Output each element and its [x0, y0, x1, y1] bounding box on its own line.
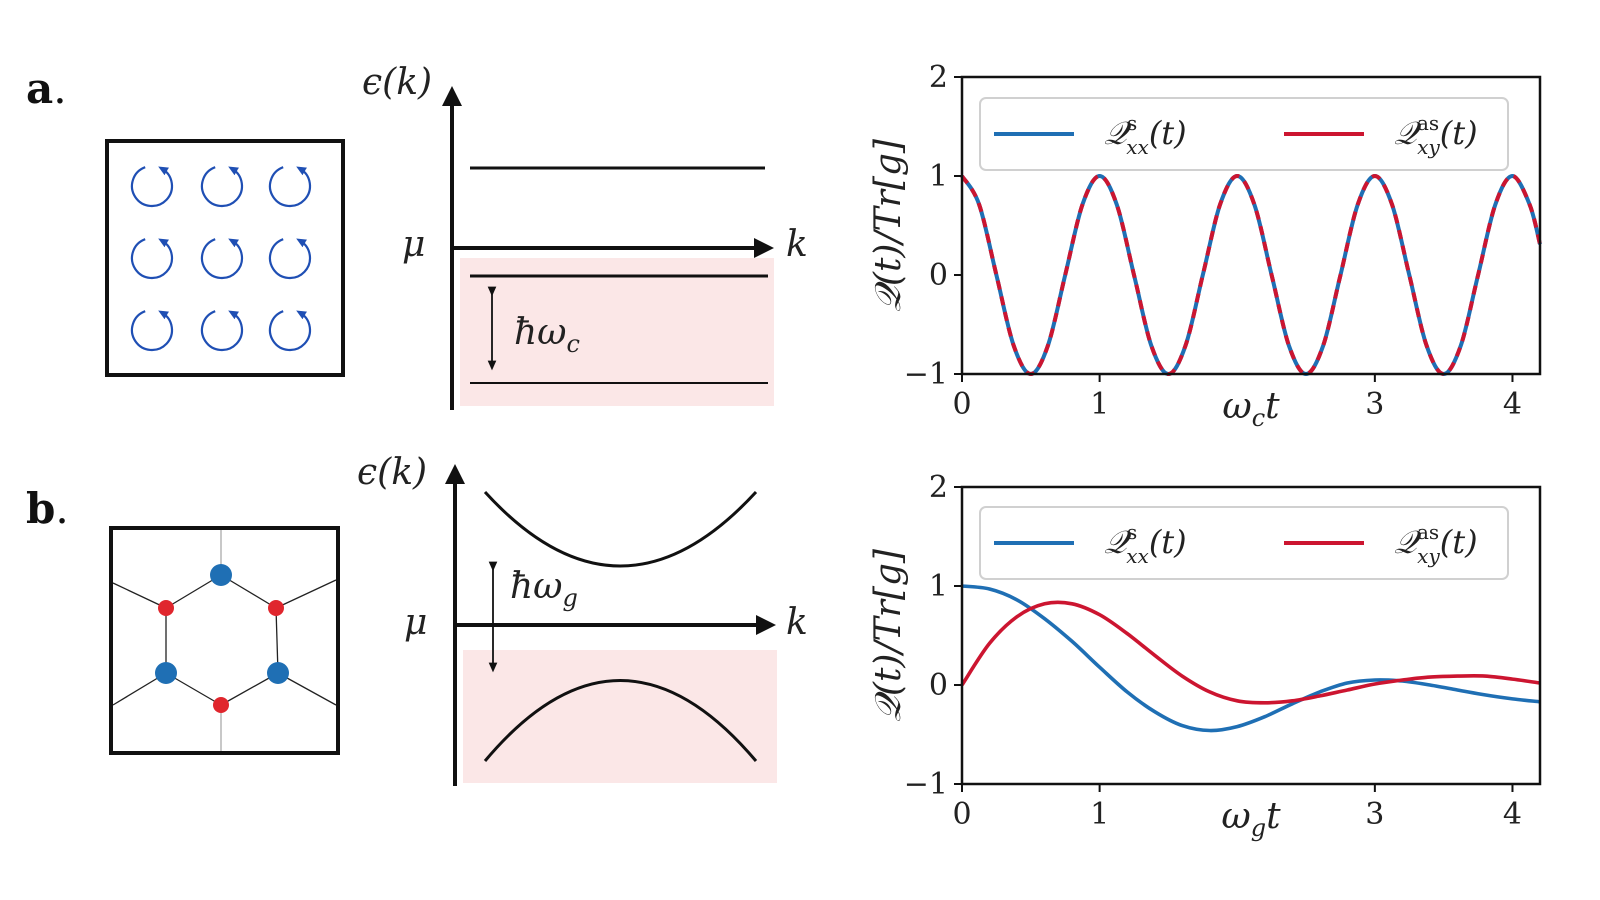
k-axis-label: k [786, 602, 808, 643]
x-tick-label: 1 [1090, 387, 1109, 422]
x-tick-label: 0 [952, 797, 971, 832]
y-tick-label: 1 [929, 159, 948, 194]
mu-label: μ [404, 602, 427, 643]
landau-lattice-illustration [105, 139, 345, 377]
x-tick-label: 4 [1503, 387, 1522, 422]
k-axis-label: k [786, 224, 808, 265]
legend-box [979, 506, 1509, 580]
y-tick-label: 2 [929, 470, 948, 505]
site-blue [155, 662, 177, 684]
occupied-shade [463, 650, 777, 783]
cyclotron-orbit-icon [268, 310, 312, 352]
cyclotron-orbit-icon [268, 238, 312, 280]
x-axis-label: ωgt [1221, 796, 1281, 842]
gap-label: ħωg [510, 566, 578, 612]
cyclotron-orbit-icon [130, 310, 174, 352]
x-tick-label: 3 [1365, 797, 1384, 832]
occupied-shade [460, 258, 774, 406]
plot-frame [960, 75, 1542, 376]
cyclotron-orbit-icon [130, 166, 174, 208]
y-tick-label: −1 [904, 767, 948, 802]
legend: 𝒬s xx(t) 𝒬as xy(t) [979, 97, 1509, 171]
energy-axis-label: ϵ(k) [357, 452, 427, 493]
cyclotron-orbit-icon [268, 166, 312, 208]
cyclotron-orbit-icon [200, 238, 244, 280]
legend-entry: 𝒬s xx(t) [1104, 111, 1187, 159]
x-tick-label: 1 [1090, 797, 1109, 832]
cyclotron-orbit-icon [200, 166, 244, 208]
mu-label: μ [402, 224, 425, 265]
legend-entry: 𝒬s xx(t) [1104, 520, 1187, 568]
site-red [213, 697, 229, 713]
band-schematic-a: ϵ(k) k μ ħωc [362, 62, 808, 410]
legend-box [979, 97, 1509, 171]
gap-label: ħωc [514, 312, 580, 358]
y-axis-label: 𝒬(t)/Tr[g] [868, 548, 909, 722]
y-tick-label: 2 [929, 60, 948, 95]
panel-a-dot: . [53, 64, 67, 113]
x-tick-label: 3 [1365, 387, 1384, 422]
y-tick-label: 0 [929, 258, 948, 293]
y-tick-label: 1 [929, 569, 948, 604]
honeycomb-lattice-illustration [109, 526, 340, 755]
site-blue [210, 564, 232, 586]
panel-label-b: b. [26, 484, 69, 533]
series-line-symmetric [961, 584, 1541, 733]
cyclotron-orbit-icon [200, 310, 244, 352]
y-tick-label: 0 [929, 668, 948, 703]
panel-b-letter: b [26, 484, 56, 533]
series-line-symmetric [960, 173, 1542, 377]
x-tick-label: 4 [1503, 797, 1522, 832]
panel-a-letter: a [26, 64, 54, 113]
lattice-a-frame [105, 139, 345, 377]
site-red [158, 600, 174, 616]
legend: 𝒬s xx(t) 𝒬as xy(t) [979, 506, 1509, 580]
valence-band [483, 679, 758, 762]
panel-label-a: a. [26, 64, 67, 113]
panel-b-dot: . [55, 484, 69, 533]
site-red [268, 600, 284, 616]
series-line-antisymmetric [960, 600, 1541, 705]
legend-entry: 𝒬as xy(t) [1394, 520, 1478, 568]
band-schematic-b: ϵ(k) k μ ħωg [357, 452, 808, 786]
x-axis-label: ωct [1222, 386, 1280, 432]
lattice-b-frame [109, 526, 340, 755]
legend-entry: 𝒬as xy(t) [1394, 111, 1478, 159]
cyclotron-orbit-icon [130, 238, 174, 280]
energy-axis-label: ϵ(k) [362, 62, 432, 103]
conduction-band [483, 490, 758, 568]
plot-frame [960, 485, 1542, 786]
y-tick-label: −1 [904, 357, 948, 392]
site-blue [267, 662, 289, 684]
orbit-icons [130, 166, 312, 352]
y-axis-label: 𝒬(t)/Tr[g] [868, 138, 909, 312]
x-tick-label: 0 [952, 387, 971, 422]
